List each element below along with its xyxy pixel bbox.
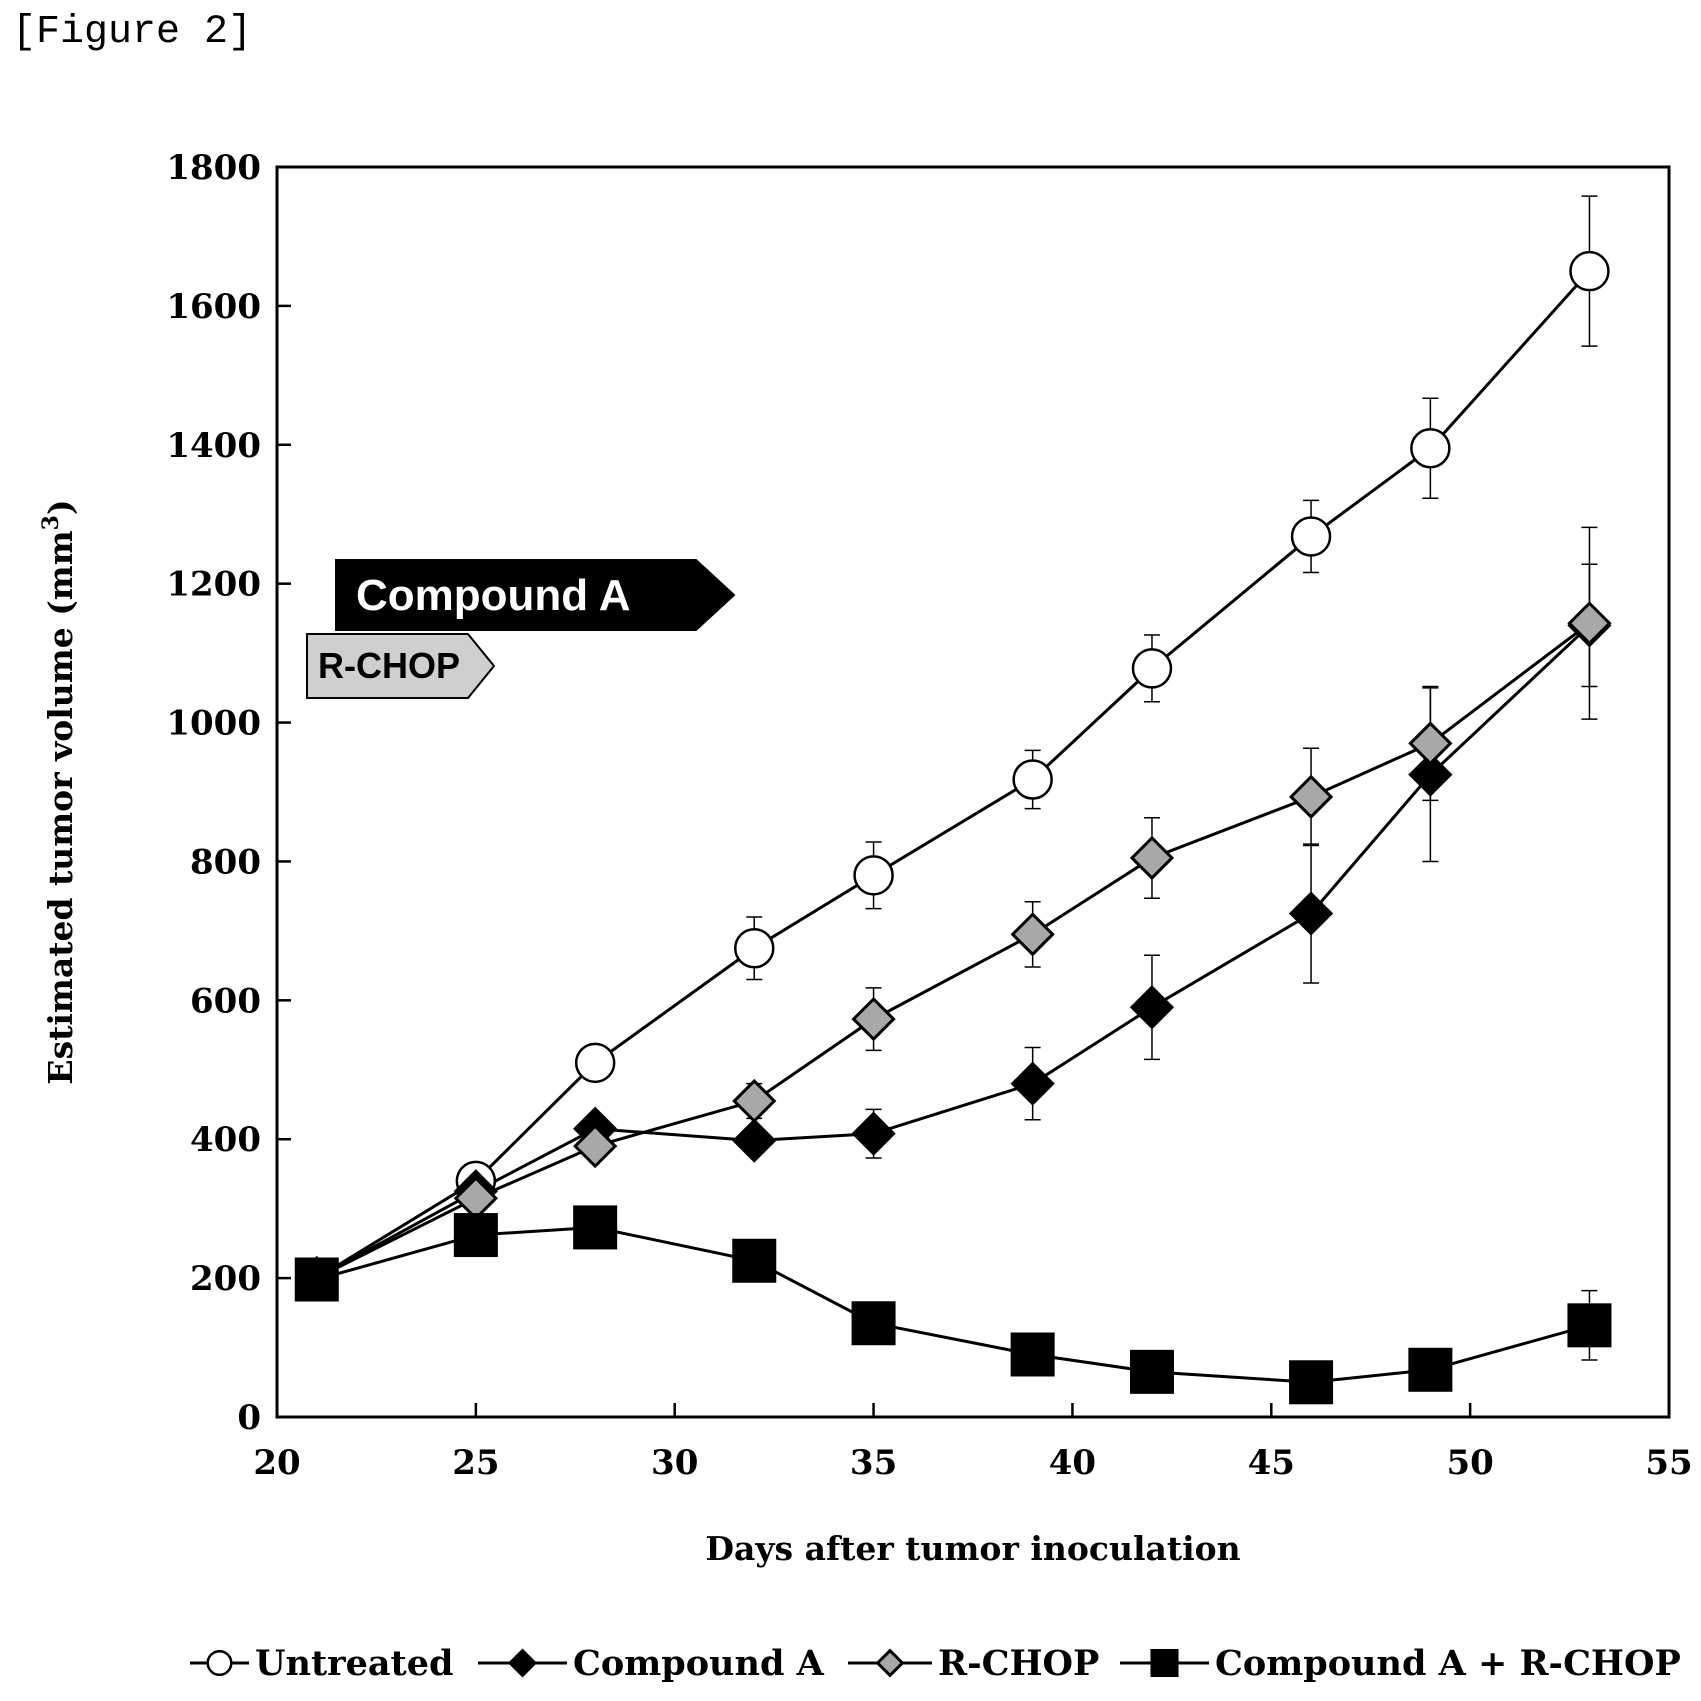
data-point-compound-a-r-chop bbox=[1131, 1351, 1173, 1393]
data-point-compound-a-r-chop bbox=[296, 1259, 338, 1301]
data-point-r-chop bbox=[1013, 914, 1053, 954]
legend-label-r-chop: R-CHOP bbox=[938, 1643, 1099, 1684]
data-point-compound-a-r-chop bbox=[733, 1240, 775, 1282]
y-axis-title-superscript: 3 bbox=[38, 515, 64, 530]
x-tick-label: 25 bbox=[452, 1443, 499, 1483]
y-tick-label: 1400 bbox=[166, 426, 261, 466]
y-tick-label: 800 bbox=[190, 842, 261, 882]
data-point-untreated bbox=[735, 929, 773, 967]
legend: Untreated Compound A R-CHOP Compound A + R-… bbox=[190, 1643, 1681, 1684]
legend-label-untreated: Untreated bbox=[255, 1643, 453, 1684]
series-line-untreated bbox=[317, 271, 1590, 1278]
y-tick-label: 1000 bbox=[166, 704, 261, 744]
y-tick-label: 0 bbox=[237, 1398, 261, 1438]
legend-label-compound-a-r-chop: Compound A + R-CHOP bbox=[1215, 1643, 1681, 1684]
data-point-compound-a bbox=[854, 1114, 894, 1154]
data-point-compound-a-r-chop bbox=[455, 1214, 497, 1256]
legend-marker-compound-a bbox=[510, 1651, 535, 1676]
x-tick-label: 55 bbox=[1645, 1443, 1692, 1483]
data-point-untreated bbox=[1133, 649, 1171, 687]
treatment-label-compound-a: Compound A bbox=[356, 571, 631, 620]
x-tick-label: 20 bbox=[253, 1443, 300, 1483]
x-tick-label: 30 bbox=[651, 1443, 698, 1483]
data-point-untreated bbox=[1411, 429, 1449, 467]
series-line-r-chop bbox=[317, 623, 1590, 1278]
x-tick-label: 45 bbox=[1248, 1443, 1295, 1483]
y-tick-label: 1800 bbox=[166, 148, 261, 188]
y-tick-label: 1600 bbox=[166, 287, 261, 327]
x-tick-label: 40 bbox=[1049, 1443, 1096, 1483]
data-point-compound-a-r-chop bbox=[1409, 1349, 1451, 1391]
data-point-r-chop bbox=[854, 999, 894, 1039]
data-point-compound-a-r-chop bbox=[1568, 1304, 1610, 1346]
data-point-compound-a bbox=[1013, 1064, 1053, 1104]
treatment-label-r-chop: R-CHOP bbox=[318, 645, 460, 686]
y-tick-label: 1200 bbox=[166, 565, 261, 605]
data-point-r-chop bbox=[734, 1081, 774, 1121]
data-point-r-chop bbox=[1132, 838, 1172, 878]
treatment-arrow-compound-a: Compound A bbox=[336, 560, 734, 630]
data-point-compound-a-r-chop bbox=[574, 1206, 616, 1248]
data-point-compound-a bbox=[1132, 987, 1172, 1027]
x-tick-label: 50 bbox=[1446, 1443, 1493, 1483]
data-point-untreated bbox=[1292, 517, 1330, 555]
legend-marker-untreated bbox=[208, 1651, 232, 1675]
legend-label-compound-a: Compound A bbox=[573, 1643, 825, 1684]
y-tick-label: 400 bbox=[190, 1120, 261, 1160]
x-tick-label: 35 bbox=[850, 1443, 897, 1483]
data-point-untreated bbox=[1570, 252, 1608, 290]
legend-marker-r-chop bbox=[878, 1651, 903, 1676]
data-point-compound-a-r-chop bbox=[1012, 1334, 1054, 1376]
data-point-untreated bbox=[855, 856, 893, 894]
data-point-compound-a-r-chop bbox=[1290, 1361, 1332, 1403]
legend-marker-compound-a-r-chop bbox=[1151, 1650, 1177, 1676]
treatment-arrow-r-chop: R-CHOP bbox=[307, 634, 494, 698]
data-point-r-chop bbox=[1291, 777, 1331, 817]
y-axis-title: Estimated tumor volume (mm3) bbox=[38, 499, 80, 1084]
series-line-compound-a-r-chop bbox=[317, 1227, 1590, 1382]
data-point-compound-a bbox=[734, 1121, 774, 1161]
y-tick-label: 600 bbox=[190, 981, 261, 1021]
data-point-untreated bbox=[1014, 761, 1052, 799]
y-tick-label: 200 bbox=[190, 1259, 261, 1299]
series-line-compound-a bbox=[317, 625, 1590, 1278]
data-point-untreated bbox=[576, 1044, 614, 1082]
data-point-r-chop bbox=[1410, 723, 1450, 763]
data-point-compound-a-r-chop bbox=[853, 1302, 895, 1344]
x-axis-title: Days after tumor inoculation bbox=[705, 1529, 1240, 1568]
